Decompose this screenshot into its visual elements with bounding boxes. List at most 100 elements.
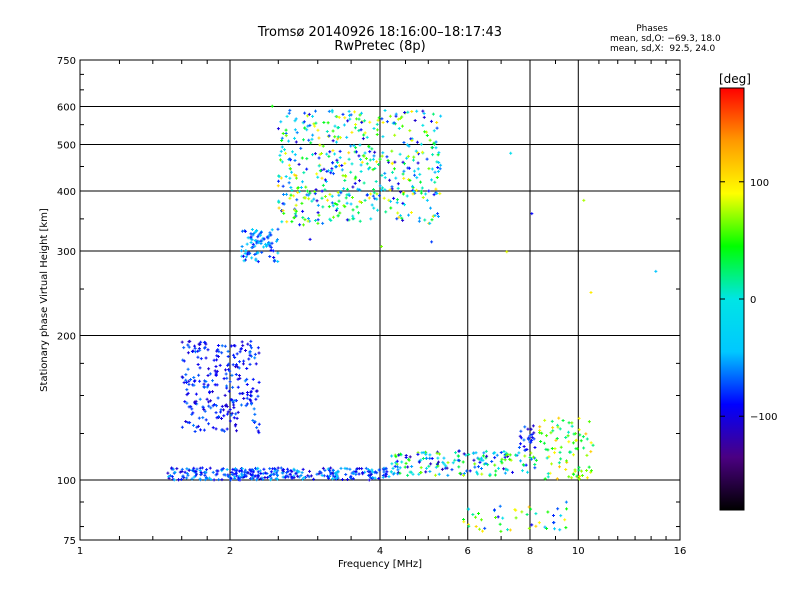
echo-point	[294, 117, 298, 121]
echo-point	[225, 376, 229, 380]
echo-point	[321, 466, 325, 470]
echo-point	[566, 430, 570, 434]
echo-point	[328, 192, 332, 196]
echo-point	[283, 148, 287, 152]
echo-point	[503, 471, 507, 475]
echo-point	[413, 119, 417, 123]
echo-point	[198, 397, 202, 401]
echo-point	[578, 474, 582, 478]
x-axis-title: Frequency [MHz]	[338, 559, 422, 570]
echo-point	[211, 404, 215, 408]
echo-point	[301, 138, 305, 142]
echo-point	[244, 349, 248, 353]
echo-point	[342, 187, 346, 191]
echo-point	[276, 259, 280, 263]
echo-point	[528, 440, 532, 444]
echo-point	[371, 168, 375, 172]
echo-point	[229, 413, 233, 417]
echo-point	[410, 138, 414, 142]
echo-point	[233, 476, 237, 480]
echo-point	[321, 183, 325, 187]
echo-point	[223, 393, 227, 397]
echo-point	[555, 477, 559, 481]
echo-point	[457, 454, 461, 458]
echo-point	[369, 192, 373, 196]
echo-point	[318, 169, 322, 173]
echo-point	[284, 128, 288, 132]
echo-point	[316, 203, 320, 207]
echo-point	[324, 179, 328, 183]
echo-point	[396, 117, 400, 121]
echo-point	[372, 206, 376, 210]
echo-point	[288, 108, 292, 112]
echo-point	[293, 119, 297, 123]
echo-point	[185, 388, 189, 392]
echo-point	[358, 113, 362, 117]
echo-point	[534, 512, 538, 516]
colorbar-tick-label: 100	[750, 178, 769, 189]
echo-point	[305, 128, 309, 132]
echo-point	[311, 114, 315, 118]
echo-point	[327, 134, 331, 138]
echo-point	[186, 367, 190, 371]
echo-point	[522, 438, 526, 442]
echo-point	[305, 167, 309, 171]
echo-point	[270, 241, 274, 245]
echo-point	[570, 424, 574, 428]
echo-point	[581, 435, 585, 439]
echo-point	[343, 116, 347, 120]
echo-point	[544, 447, 548, 451]
echo-point	[465, 469, 469, 473]
echo-point	[269, 470, 273, 474]
echo-point	[196, 362, 200, 366]
echo-point	[357, 472, 361, 476]
echo-point	[566, 434, 570, 438]
echo-point	[577, 477, 581, 481]
echo-point	[203, 346, 207, 350]
echo-point	[462, 473, 466, 477]
echo-point	[479, 456, 483, 460]
echo-point	[287, 139, 291, 143]
echo-point	[396, 468, 400, 472]
echo-point	[393, 160, 397, 164]
echo-point	[186, 420, 190, 424]
echo-point	[493, 508, 496, 512]
echo-point	[589, 450, 593, 454]
echo-point	[187, 468, 191, 472]
echo-point	[205, 468, 209, 472]
echo-point	[280, 160, 284, 164]
echo-point	[389, 206, 393, 210]
echo-point	[499, 450, 503, 454]
echo-point	[275, 471, 279, 475]
echo-point	[368, 470, 372, 474]
echo-point	[519, 442, 523, 446]
echo-point	[271, 249, 275, 253]
echo-point	[195, 425, 199, 429]
echo-point	[229, 344, 233, 348]
echo-point	[240, 229, 244, 233]
echo-point	[462, 452, 466, 456]
echo-point	[185, 393, 189, 397]
echo-point	[298, 223, 302, 227]
echo-point	[359, 158, 363, 162]
echo-point	[577, 468, 581, 472]
echo-point	[185, 401, 189, 405]
echo-point	[333, 471, 337, 475]
echo-point	[308, 469, 312, 473]
echo-point	[378, 468, 382, 472]
echo-point	[504, 453, 508, 457]
echo-point	[204, 356, 208, 360]
echo-point	[434, 146, 438, 150]
echo-point	[302, 476, 306, 480]
echo-point	[404, 461, 408, 465]
echo-point	[451, 461, 455, 465]
echo-point	[472, 458, 476, 462]
echo-point	[211, 470, 215, 474]
echo-point	[308, 123, 312, 127]
echo-point	[194, 474, 198, 478]
echo-point	[497, 466, 500, 470]
echo-point	[503, 455, 507, 459]
echo-point	[249, 339, 253, 343]
echo-point	[191, 411, 195, 415]
echo-point	[231, 385, 235, 389]
